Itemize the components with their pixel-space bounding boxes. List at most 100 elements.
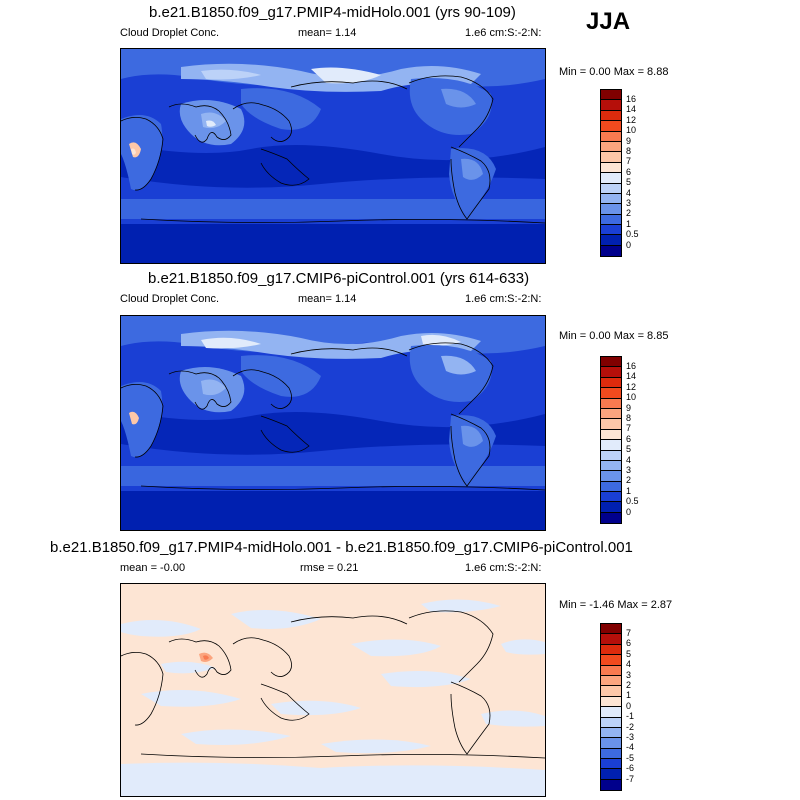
colorbar-tick-label: 14: [626, 371, 637, 382]
colorbar-swatch: [601, 748, 621, 760]
units-label: 1.e6 cm:S:-2:N:: [465, 562, 542, 574]
minmax-label: Min = -1.46 Max = 2.87: [559, 599, 673, 611]
colorbar-tick-label: 8: [626, 145, 632, 156]
colorbar-tick-label: 2: [626, 208, 632, 219]
colorbar-swatch: [601, 419, 621, 430]
rmse-label: rmse = 0.21: [300, 562, 359, 574]
colorbar-swatch: [601, 90, 621, 101]
coastlines: [121, 75, 545, 224]
colorbar-swatch: [601, 357, 621, 368]
colorbar-swatch: [601, 634, 621, 645]
colorbar-swatch: [601, 655, 621, 666]
colorbar-swatch: [601, 110, 621, 122]
colorbar-swatch: [601, 686, 621, 697]
colorbar-tick-label: 9: [626, 135, 632, 146]
colorbar-tick-label: 4: [626, 659, 632, 670]
colorbar-swatch: [601, 665, 621, 676]
mean-label: mean= 1.14: [298, 293, 357, 305]
coastlines: [121, 342, 545, 491]
colorbar-swatch: [601, 131, 621, 142]
colorbar-swatch: [601, 388, 621, 399]
colorbar-tick-label: 2: [626, 679, 632, 690]
colorbar-swatch: [601, 193, 621, 205]
colorbar-tick-label: 1: [626, 485, 632, 496]
colorbar-tick-label: 5: [626, 648, 632, 659]
colorbar-tick-label: -5: [626, 752, 635, 763]
colorbar-tick-label: 2: [626, 475, 632, 486]
colorbar-swatch: [601, 121, 621, 132]
colorbar-swatch: [601, 225, 621, 236]
colorbar-swatch: [601, 204, 621, 215]
colorbar-swatch: [601, 152, 621, 163]
colorbar-swatch: [601, 183, 621, 194]
colorbar-swatch: [601, 460, 621, 472]
panel-title: b.e21.B1850.f09_g17.PMIP4-midHolo.001 (y…: [149, 4, 516, 21]
colorbar-tick-label: 8: [626, 412, 632, 423]
colorbar-swatch: [601, 450, 621, 461]
map-plot: [120, 583, 546, 797]
colorbar-tick-label: 12: [626, 114, 637, 125]
panel-title: b.e21.B1850.f09_g17.PMIP4-midHolo.001 - …: [50, 539, 633, 556]
colorbar-swatch: [601, 675, 621, 687]
colorbar-tick-label: 7: [626, 423, 632, 434]
colorbar-tick-label: 1: [626, 218, 632, 229]
colorbar-tick-label: -1: [626, 711, 635, 722]
colorbar-tick-label: 10: [626, 392, 637, 403]
colorbar-tick-label: 1: [626, 690, 632, 701]
colorbar-tick-label: 4: [626, 187, 632, 198]
colorbar-tick-label: 4: [626, 454, 632, 465]
colorbar-swatch: [601, 162, 621, 174]
colorbar-segments: [601, 624, 621, 791]
colorbar-swatch: [601, 644, 621, 656]
colorbar-tick-label: -2: [626, 721, 635, 732]
colorbar-swatch: [601, 235, 621, 246]
colorbar-tick-label: -7: [626, 773, 635, 784]
colorbar-tick-label: 6: [626, 166, 632, 177]
variable-label: Cloud Droplet Conc.: [120, 293, 220, 305]
colorbar-swatch: [601, 377, 621, 389]
colorbar-swatch: [601, 624, 621, 635]
mean-label: mean = -0.00: [120, 562, 186, 574]
colorbar-swatch: [601, 769, 621, 780]
colorbar-swatch: [601, 440, 621, 451]
colorbar: [600, 623, 622, 792]
map-field: [121, 49, 545, 263]
colorbar-swatch: [601, 481, 621, 493]
colorbar-tick-label: -4: [626, 742, 635, 753]
colorbar-tick-label: -3: [626, 731, 635, 742]
colorbar-tick-label: 16: [626, 360, 637, 371]
colorbar-tick-label: 3: [626, 464, 632, 475]
colorbar-tick-label: 5: [626, 444, 632, 455]
colorbar-swatch: [601, 367, 621, 378]
colorbar-tick-label: 6: [626, 433, 632, 444]
colorbar-tick-label: 3: [626, 669, 632, 680]
colorbar-swatch: [601, 245, 621, 257]
variable-label: Cloud Droplet Conc.: [120, 27, 220, 39]
colorbar: [600, 356, 622, 525]
map-field: [121, 316, 545, 530]
minmax-label: Min = 0.00 Max = 8.85: [559, 330, 669, 342]
colorbar-tick-label: 6: [626, 638, 632, 649]
colorbar: [600, 89, 622, 258]
colorbar-tick-label: 14: [626, 104, 637, 115]
colorbar-segments: [601, 90, 621, 257]
colorbar-swatch: [601, 512, 621, 524]
colorbar-swatch: [601, 408, 621, 420]
colorbar-tick-label: 10: [626, 125, 637, 136]
colorbar-swatch: [601, 759, 621, 770]
colorbar-swatch: [601, 492, 621, 503]
colorbar-swatch: [601, 173, 621, 184]
colorbar-tick-label: 16: [626, 93, 637, 104]
colorbar-swatch: [601, 471, 621, 482]
colorbar-swatch: [601, 429, 621, 441]
colorbar-tick-label: 3: [626, 197, 632, 208]
season-label: JJA: [586, 8, 631, 35]
colorbar-swatch: [601, 141, 621, 153]
negative-anomaly-patches: [121, 599, 545, 796]
colorbar-swatch: [601, 738, 621, 749]
colorbar-swatch: [601, 100, 621, 111]
colorbar-tick-label: 0: [626, 506, 632, 517]
map-plot: [120, 48, 546, 264]
colorbar-swatch: [601, 502, 621, 513]
panel-title: b.e21.B1850.f09_g17.CMIP6-piControl.001 …: [148, 270, 530, 287]
